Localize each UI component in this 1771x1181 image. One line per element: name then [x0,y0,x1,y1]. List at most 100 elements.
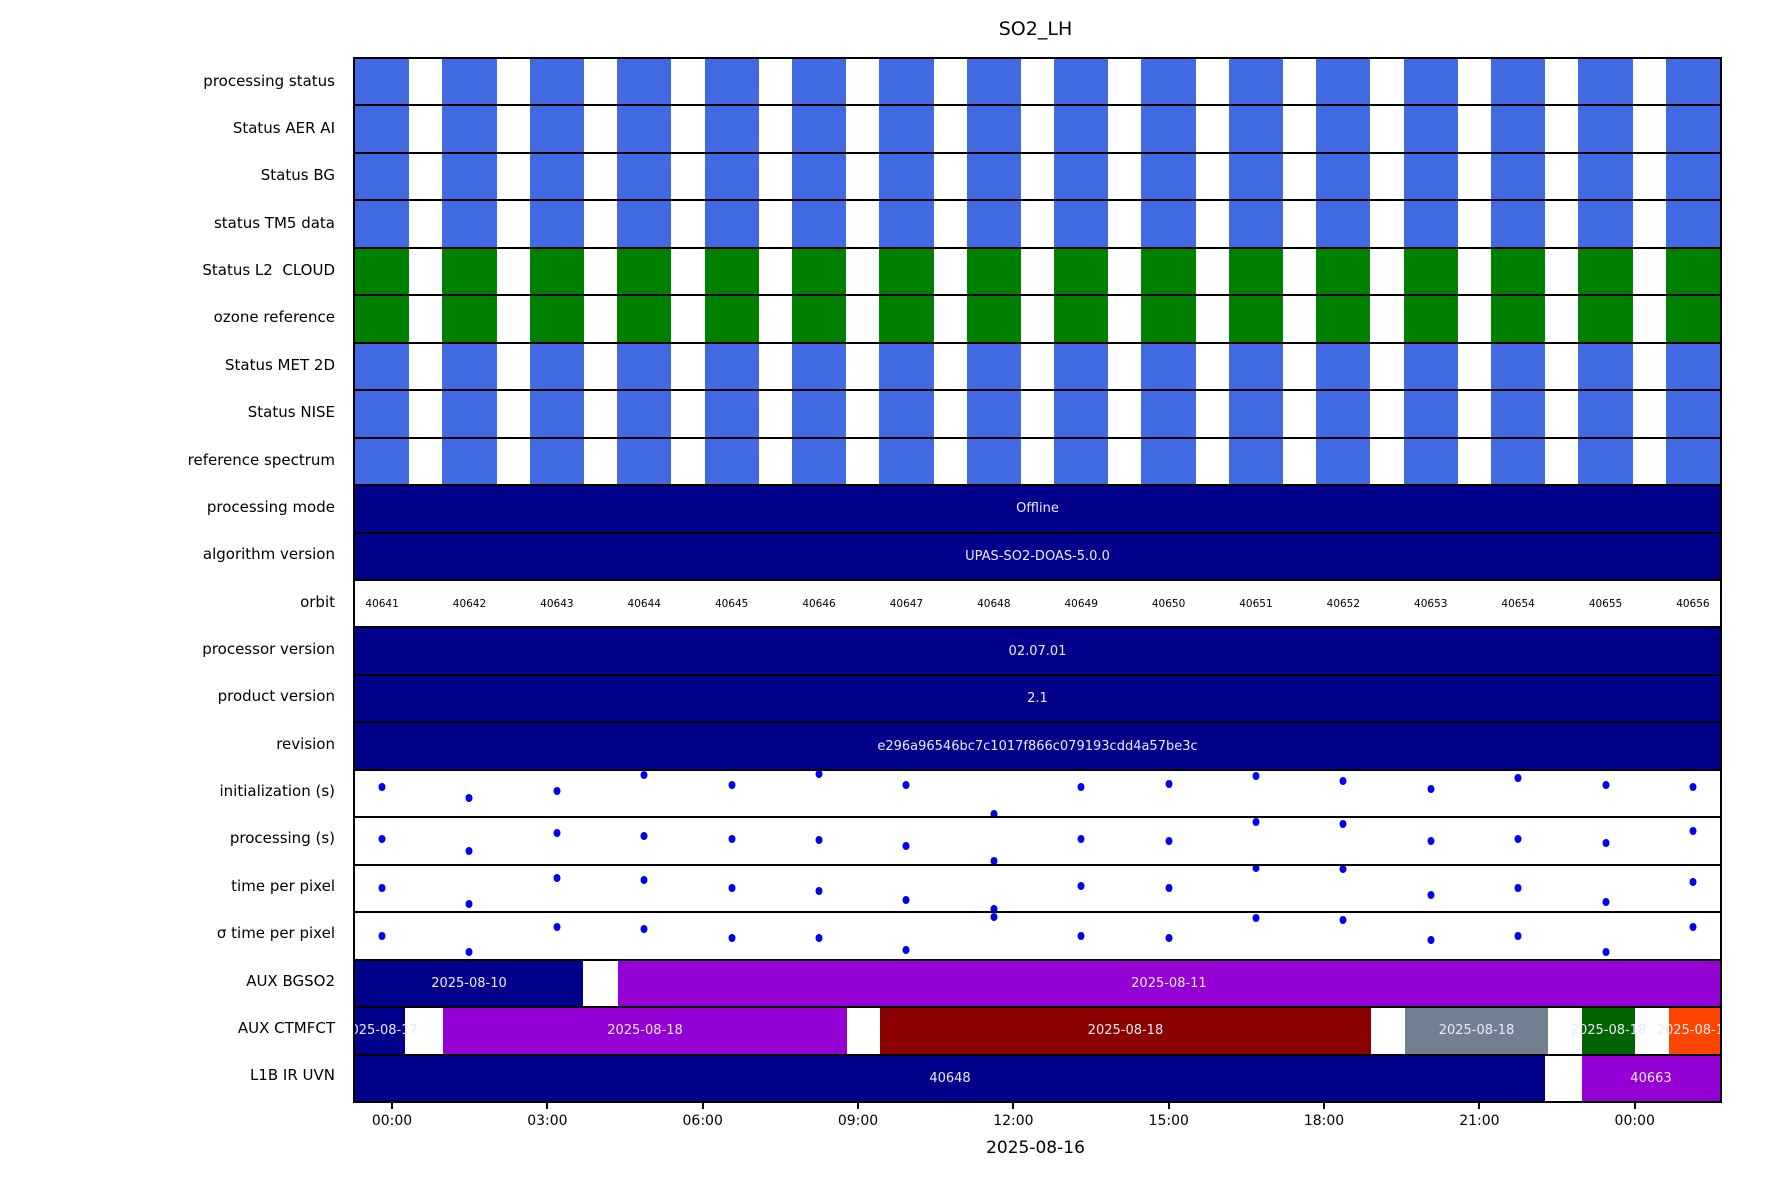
aux-segment-text: 2025-08-17 [355,1023,418,1039]
value-bar-text: Offline [1016,501,1059,517]
chart-row-aux-bgso2: 2025-08-10 2025-08-11 [355,960,1720,1009]
chart-row-status-tm5-data [355,201,1720,249]
data-point [378,931,386,940]
status-bar [704,391,759,437]
status-bar [1665,201,1720,247]
x-tick-label: 21:00 [1459,1113,1500,1129]
orbit-number: 40653 [1414,597,1448,610]
status-bar [1578,391,1633,437]
aux-segment: 2025-08-10 [355,960,583,1007]
status-bar [879,106,934,152]
status-bar [1228,391,1284,437]
aux-segment-text: 2025-08-19 [1656,1023,1720,1039]
aux-segment: 2025-08-18 [1404,1008,1548,1054]
data-point [1602,898,1610,907]
row-label-status-l2-cloud: Status L2 CLOUD [202,261,335,280]
status-bar [617,391,672,437]
row-label-time-per-pixel: σ time per pixel [216,924,335,943]
row-label-product-version: product version [217,687,335,706]
status-bar [704,248,759,295]
status-bar [1578,201,1633,247]
status-bar [1665,391,1720,437]
x-tick-mark [1323,1101,1326,1109]
status-bar [1141,438,1196,485]
chart-row-status-l2-cloud [355,248,1720,297]
x-tick-label: 03:00 [527,1113,568,1129]
chart-row-product-version: 2.1 [355,675,1720,724]
status-bar [879,343,934,390]
chart-row-ozone-reference [355,296,1720,344]
aux-segment-text: 2025-08-18 [1570,1023,1647,1039]
status-bar [1141,201,1196,247]
status-bar [1491,248,1546,295]
status-bar [1491,296,1546,342]
status-bar [966,153,1021,200]
status-bar [966,438,1021,485]
data-point [465,794,473,803]
row-label-processing-s: processing (s) [229,829,335,848]
status-bar [1228,438,1284,485]
x-tick-mark [546,1101,549,1109]
chart-row-status-met-2d [355,343,1720,392]
chart-row-status-bg [355,153,1720,202]
data-point [1252,913,1260,922]
status-bar [1578,59,1633,105]
aux-segment-text: 2025-08-18 [1087,1023,1164,1039]
data-point [1689,877,1697,886]
status-bar [1403,106,1458,152]
status-bar [355,248,410,295]
orbit-number: 40655 [1588,597,1623,610]
x-tick-mark [1012,1101,1015,1109]
data-point [902,895,910,904]
x-tick-mark [1478,1101,1481,1109]
status-bar [1665,106,1720,152]
chart-row-time-per-pixel [355,865,1720,914]
orbit-number: 40647 [889,597,924,610]
orbit-number: 40644 [627,597,661,610]
status-bar [617,59,672,105]
row-label-status-met-2d: Status MET 2D [224,355,335,374]
orbit-number: 40649 [1064,597,1098,610]
row-label-orbit: orbit [300,592,335,611]
row-label-revision: revision [276,734,335,753]
status-bar [442,153,497,200]
status-bar [791,59,847,105]
status-bar [355,201,410,247]
chart-row-time-per-pixel [355,913,1720,961]
status-bar [442,438,497,485]
status-bar [617,438,672,485]
data-point [378,782,386,791]
status-bar [529,106,584,152]
data-point [1689,826,1697,835]
aux-segment-text: 40663 [1630,1070,1672,1086]
value-bar-text: UPAS-SO2-DOAS-5.0.0 [965,548,1110,564]
status-bar [1403,153,1458,200]
status-bar [355,153,410,200]
status-bar [1316,343,1371,390]
aux-segment-text: 40648 [929,1070,971,1086]
data-point [378,884,386,893]
status-bar [1403,201,1458,247]
orbit-number: 40646 [802,597,836,610]
status-bar [704,296,759,342]
status-bar [1141,59,1196,105]
status-bar [1141,343,1196,390]
data-point [902,781,910,790]
status-bar [1403,438,1458,485]
data-point [815,770,823,779]
status-bar [1228,343,1284,390]
data-point [465,846,473,855]
chart-row-l1b-ir-uvn: 40648 40663 [355,1055,1720,1101]
status-bar [879,153,934,200]
status-bar [966,391,1021,437]
status-bar [879,59,934,105]
data-point [640,831,648,840]
chart-row-processing-status [355,59,1720,107]
data-point [902,841,910,850]
data-point [1339,776,1347,785]
status-bar [791,438,847,485]
status-bar [1665,59,1720,105]
data-point [1252,772,1260,781]
data-point [553,828,561,837]
